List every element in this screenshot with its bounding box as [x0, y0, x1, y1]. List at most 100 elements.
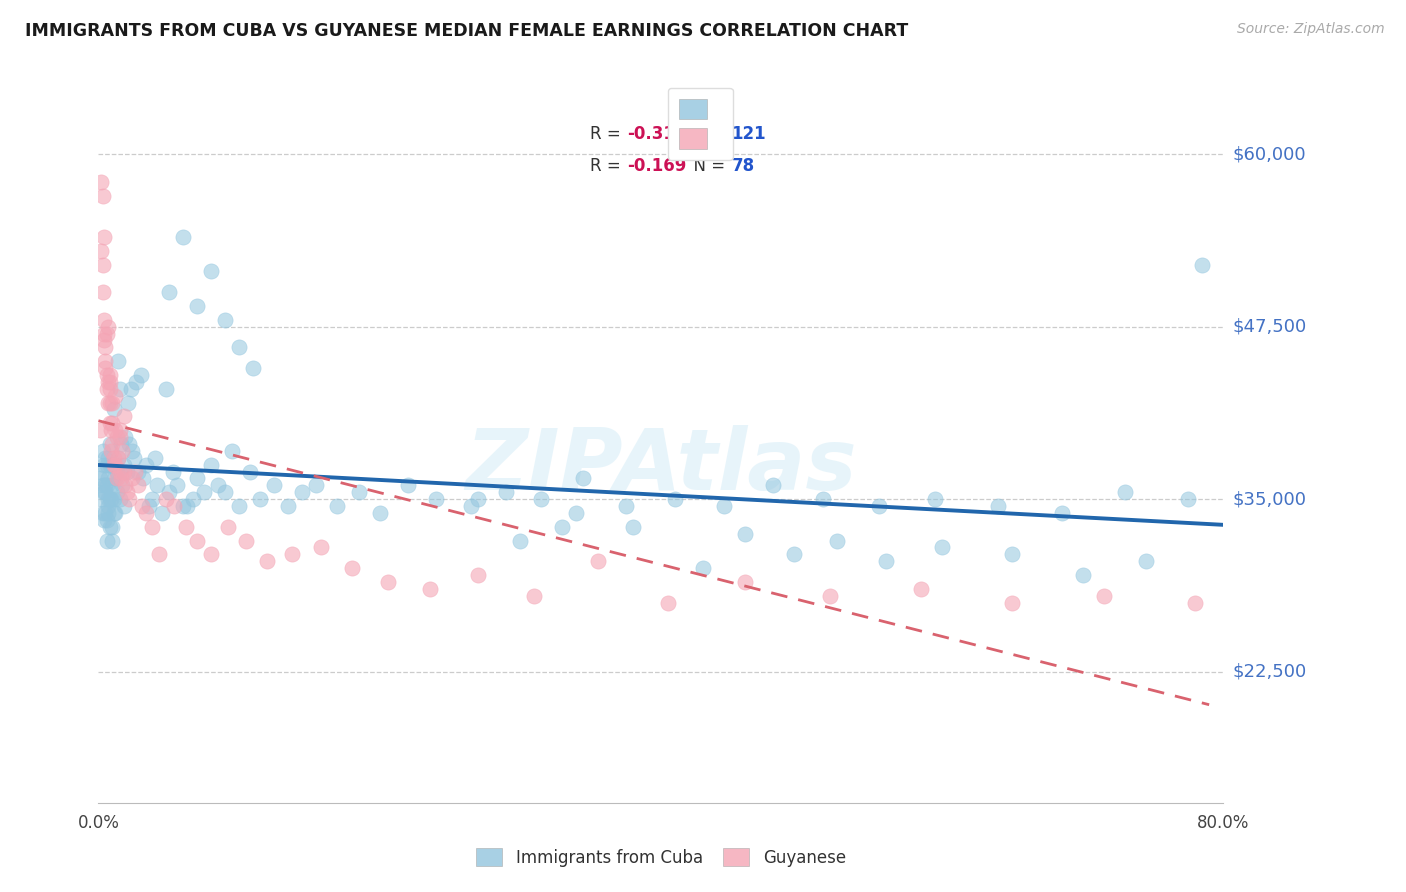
Point [94, 478, 117, 492]
Point [107, 450, 129, 465]
Point [305, 478, 328, 492]
Point [127, 465, 149, 479]
Point [460, 499, 482, 513]
Point [155, 382, 177, 396]
Point [141, 492, 163, 507]
Point [281, 548, 304, 562]
Point [100, 492, 122, 507]
Point [263, 478, 285, 492]
Point [924, 492, 946, 507]
Point [97, 319, 120, 334]
Point [91, 506, 114, 520]
Point [530, 492, 553, 507]
Point [762, 478, 785, 492]
Point [150, 506, 173, 520]
Point [657, 596, 679, 610]
Point [146, 478, 169, 492]
Point [586, 554, 609, 568]
Point [1092, 589, 1115, 603]
Text: IMMIGRANTS FROM CUBA VS GUYANESE MEDIAN FEMALE EARNINGS CORRELATION CHART: IMMIGRANTS FROM CUBA VS GUYANESE MEDIAN … [25, 22, 908, 40]
Point [186, 299, 208, 313]
Point [96, 326, 118, 341]
Text: $60,000: $60,000 [1232, 145, 1306, 163]
Point [96, 382, 118, 396]
Point [103, 458, 125, 472]
Point [565, 506, 588, 520]
Point [97, 375, 120, 389]
Point [256, 554, 278, 568]
Point [734, 574, 756, 589]
Point [98, 520, 121, 534]
Point [98, 437, 121, 451]
Point [112, 465, 135, 479]
Point [239, 465, 262, 479]
Point [90, 175, 112, 189]
Legend: Immigrants from Cuba, Guyanese: Immigrants from Cuba, Guyanese [467, 840, 855, 875]
Point [1135, 554, 1157, 568]
Point [105, 485, 128, 500]
Point [135, 458, 157, 472]
Point [228, 499, 250, 513]
Point [120, 382, 142, 396]
Point [97, 395, 120, 409]
Point [141, 520, 163, 534]
Point [713, 499, 735, 513]
Point [214, 312, 236, 326]
Point [217, 520, 239, 534]
Point [186, 533, 208, 548]
Point [97, 492, 120, 507]
Point [818, 589, 841, 603]
Point [875, 554, 897, 568]
Point [93, 312, 115, 326]
Point [89, 423, 111, 437]
Point [910, 582, 932, 596]
Point [117, 395, 139, 409]
Point [91, 188, 114, 202]
Point [163, 499, 186, 513]
Point [100, 458, 122, 472]
Point [97, 506, 120, 520]
Point [108, 430, 131, 444]
Point [132, 471, 155, 485]
Point [94, 361, 117, 376]
Point [112, 458, 135, 472]
Point [96, 368, 118, 382]
Point [309, 541, 332, 555]
Point [138, 499, 160, 513]
Point [193, 485, 215, 500]
Point [93, 326, 115, 341]
Point [93, 513, 115, 527]
Point [172, 499, 194, 513]
Text: -0.310: -0.310 [627, 125, 686, 143]
Point [107, 354, 129, 368]
Point [94, 506, 117, 520]
Point [122, 450, 145, 465]
Point [104, 506, 127, 520]
Point [108, 465, 131, 479]
Point [277, 499, 299, 513]
Point [811, 492, 834, 507]
Point [340, 561, 363, 575]
Point [200, 458, 222, 472]
Point [1050, 506, 1073, 520]
Point [101, 520, 124, 534]
Point [93, 458, 115, 472]
Point [1114, 485, 1136, 500]
Point [110, 437, 132, 451]
Point [114, 430, 136, 444]
Point [104, 471, 127, 485]
Point [91, 478, 114, 492]
Point [98, 368, 121, 382]
Point [121, 443, 143, 458]
Point [1001, 548, 1024, 562]
Point [112, 409, 135, 424]
Point [108, 423, 131, 437]
Point [495, 485, 517, 500]
Point [221, 443, 243, 458]
Point [93, 334, 115, 348]
Point [783, 548, 806, 562]
Point [91, 258, 114, 272]
Point [419, 582, 441, 596]
Point [96, 533, 118, 548]
Point [103, 492, 125, 507]
